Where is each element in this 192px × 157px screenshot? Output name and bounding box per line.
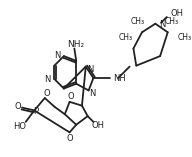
Text: CH₃: CH₃ xyxy=(118,32,132,42)
Text: N: N xyxy=(87,65,93,74)
Text: OH: OH xyxy=(92,121,105,130)
Text: N: N xyxy=(44,75,50,84)
Text: HO: HO xyxy=(13,122,26,131)
Text: NH₂: NH₂ xyxy=(67,40,84,49)
Text: O: O xyxy=(43,89,50,98)
Text: P: P xyxy=(33,107,38,116)
Text: N: N xyxy=(54,51,60,60)
Text: CH₃: CH₃ xyxy=(131,17,145,26)
Text: CH₃: CH₃ xyxy=(177,32,191,42)
Text: N: N xyxy=(90,89,96,98)
Text: O: O xyxy=(66,134,73,143)
Text: NH: NH xyxy=(113,73,126,83)
Text: N: N xyxy=(159,20,166,29)
Text: O: O xyxy=(15,102,22,111)
Text: O: O xyxy=(67,92,74,101)
Text: OH: OH xyxy=(170,9,184,18)
Text: CH₃: CH₃ xyxy=(165,17,179,26)
